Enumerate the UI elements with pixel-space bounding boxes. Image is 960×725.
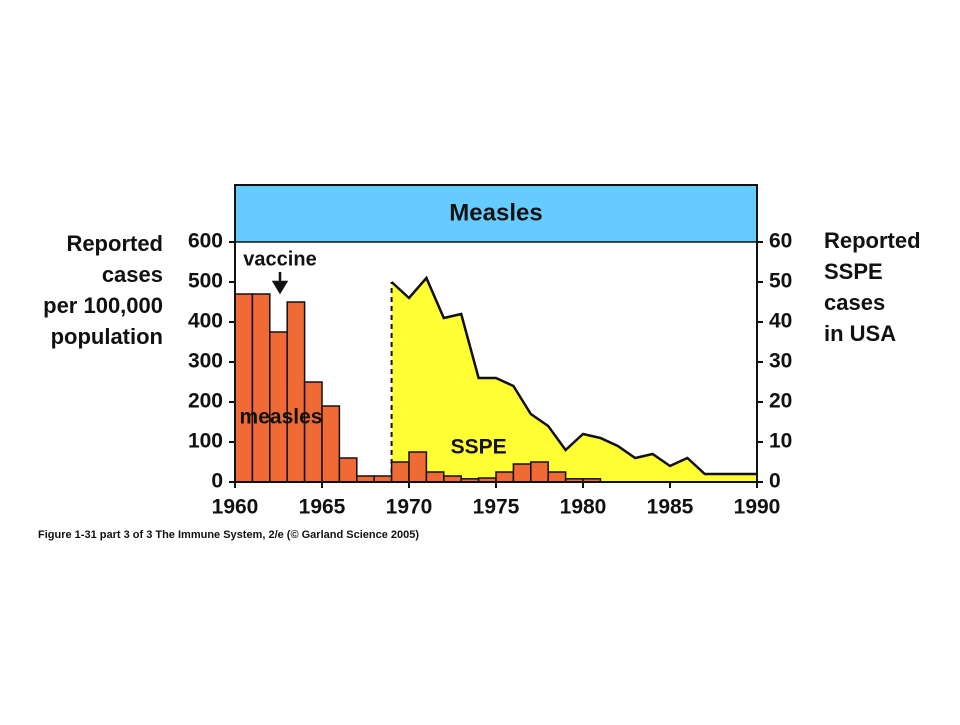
caption: Figure 1-31 part 3 of 3 The Immune Syste… (38, 529, 419, 541)
bar (251, 293, 271, 483)
bar (234, 293, 254, 483)
title-band (235, 185, 757, 242)
x-tick-label: 1985 (647, 496, 694, 519)
area-line (390, 275, 757, 476)
series-label: SSPE (451, 436, 507, 459)
bar (390, 461, 410, 483)
series-label: measles (240, 406, 323, 429)
bar (512, 463, 532, 483)
y2-tick-label: 40 (769, 310, 792, 333)
y-tick-label: 200 (188, 390, 223, 413)
area-fill (391, 278, 757, 482)
y-tick-label: 100 (188, 430, 223, 453)
chart-title: Measles (449, 199, 542, 226)
bar (321, 405, 341, 483)
bar (530, 461, 549, 483)
y-axis-label: population (51, 324, 163, 349)
bar (425, 471, 445, 483)
x-tick-label: 1960 (212, 496, 259, 519)
y2-axis-label: Reported (824, 228, 921, 253)
y2-tick-label: 30 (769, 350, 792, 373)
y-axis-label: per 100,000 (43, 293, 163, 318)
y-axis-label: Reported (66, 231, 163, 256)
bar (495, 471, 515, 483)
x-tick-label: 1980 (560, 496, 607, 519)
y2-axis-label: in USA (824, 321, 896, 346)
bar (286, 301, 306, 483)
bar (338, 457, 358, 483)
y-tick-label: 400 (188, 310, 223, 333)
x-tick-label: 1975 (473, 496, 520, 519)
y2-tick-label: 20 (769, 390, 792, 413)
bar (303, 381, 323, 483)
bar (547, 471, 567, 483)
y2-tick-label: 0 (769, 470, 781, 493)
vaccine-arrow (271, 272, 289, 295)
y-tick-label: 500 (188, 270, 223, 293)
y2-axis-label: cases (824, 290, 885, 315)
annotation: vaccine (243, 248, 316, 270)
y-tick-label: 600 (188, 230, 223, 253)
x-tick-label: 1965 (299, 496, 346, 519)
x-tick-label: 1970 (386, 496, 433, 519)
x-tick-label: 1990 (734, 496, 781, 519)
y-tick-label: 300 (188, 350, 223, 373)
y2-tick-label: 50 (769, 270, 792, 293)
y2-tick-label: 10 (769, 430, 792, 453)
y2-tick-label: 60 (769, 230, 792, 253)
bar (408, 451, 428, 483)
y-tick-label: 0 (211, 470, 223, 493)
y-axis-label: cases (102, 262, 163, 287)
y2-axis-label: SSPE (824, 259, 883, 284)
